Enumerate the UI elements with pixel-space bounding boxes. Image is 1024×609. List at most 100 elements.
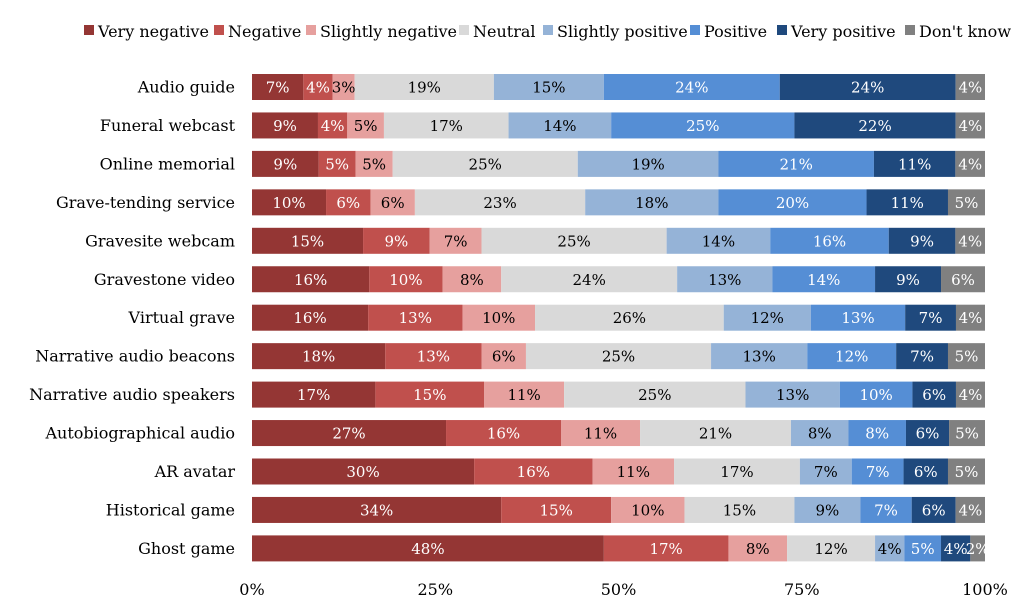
data-label: 7% (874, 501, 898, 519)
bar-segment-slightly-negative (442, 266, 502, 293)
data-label: 25% (602, 348, 635, 366)
data-label: 14% (807, 271, 840, 289)
x-tick-label: 0% (239, 580, 264, 599)
category-label: Gravesite webcam (85, 231, 235, 250)
data-label: 24% (851, 79, 884, 97)
bar-row-historical-game: 34% 15% 10% 15% 9% 7% 6% 4% (252, 496, 985, 523)
bar-segment-slightly-positive (577, 150, 719, 177)
data-label: 4% (958, 117, 982, 135)
legend-label: Slightly negative (320, 22, 457, 41)
data-label: 19% (408, 79, 441, 97)
data-label: 4% (959, 386, 983, 404)
data-label: 10% (859, 386, 892, 404)
bar-segment-very-negative (252, 420, 447, 447)
data-label: 6% (492, 348, 516, 366)
x-tick-label: 25% (417, 580, 453, 599)
data-label: 14% (702, 232, 735, 250)
bar-segment-negative (603, 535, 729, 562)
data-label: 25% (557, 232, 590, 250)
legend-item-don-t-know: Don't know (905, 22, 1011, 41)
data-label: 7% (444, 232, 468, 250)
legend-swatch (777, 25, 787, 35)
category-label: Ghost game (138, 539, 235, 558)
bar-row-ar-avatar: 30% 16% 11% 17% 7% 7% 6% 5% (252, 458, 985, 485)
data-label: 5% (955, 425, 979, 443)
bar-segment-positive (718, 189, 867, 216)
bar-segment-slightly-positive (799, 458, 852, 485)
bar-segment-don-t-know (941, 266, 985, 293)
legend-label: Very positive (790, 22, 896, 41)
data-label: 3% (332, 79, 356, 97)
data-label: 4% (306, 79, 330, 97)
data-label: 11% (507, 386, 540, 404)
legend-swatch (306, 25, 316, 35)
bar-segment-negative (326, 189, 371, 216)
bar-row-autobiographical-audio: 27% 16% 11% 21% 8% 8% 6% 5% (252, 420, 985, 447)
bar-row-online-memorial: 9% 5% 5% 25% 19% 21% 11% 4% (252, 150, 985, 177)
bar-segment-very-negative (252, 304, 369, 331)
data-label: 6% (922, 386, 946, 404)
category-label: Grave-tending service (56, 193, 235, 212)
bar-segment-don-t-know (955, 112, 985, 139)
data-label: 21% (699, 425, 732, 443)
data-label: 10% (631, 501, 664, 519)
data-label: 5% (362, 155, 386, 173)
legend-label: Positive (704, 22, 767, 41)
bar-segment-slightly-positive (711, 343, 808, 370)
bar-row-audio-guide: 7% 4% 3% 19% 15% 24% 24% 4% (252, 74, 985, 100)
data-label: 6% (916, 425, 940, 443)
bar-segment-neutral (525, 343, 712, 370)
bar-segment-don-t-know (955, 150, 985, 177)
bar-segment-very-negative (252, 496, 502, 523)
bar-segment-slightly-negative (429, 227, 482, 254)
data-label: 4% (958, 79, 982, 97)
category-label: Narrative audio speakers (29, 385, 235, 404)
bar-segment-don-t-know (955, 74, 985, 100)
bar-segment-positive (807, 343, 897, 370)
bar-segment-neutral (354, 74, 494, 100)
bar-segment-don-t-know (970, 535, 985, 562)
bar-segment-positive (611, 112, 795, 139)
bar-segment-positive (860, 496, 912, 523)
bar-segment-negative (375, 381, 485, 408)
bar-segment-negative (501, 496, 612, 523)
x-tick-label: 100% (962, 580, 1008, 599)
bar-segment-slightly-negative (561, 420, 641, 447)
data-label: 6% (381, 194, 405, 212)
category-label: Online memorial (100, 154, 235, 173)
legend-item-negative: Negative (214, 22, 301, 41)
data-label: 15% (291, 232, 324, 250)
legend-item-positive: Positive (690, 22, 767, 41)
data-label: 9% (816, 501, 840, 519)
data-label: 4% (878, 540, 902, 558)
bar-segment-don-t-know (955, 496, 985, 523)
data-label: 6% (336, 194, 360, 212)
data-label: 8% (746, 540, 770, 558)
data-label: 17% (430, 117, 463, 135)
bar-segment-very-negative (252, 381, 376, 408)
bar-segment-very-negative (252, 150, 319, 177)
data-label: 16% (517, 463, 550, 481)
data-label: 23% (483, 194, 516, 212)
bar-segment-negative (474, 458, 593, 485)
legend-label: Very negative (97, 22, 209, 41)
data-label: 5% (325, 155, 349, 173)
bar-row-gravesite-webcam: 15% 9% 7% 25% 14% 16% 9% 4% (252, 227, 985, 254)
data-label: 16% (294, 271, 327, 289)
bar-segment-neutral (684, 496, 795, 523)
bar-segment-very-negative (252, 112, 318, 139)
data-label: 7% (814, 463, 838, 481)
bar-segment-slightly-negative (481, 343, 526, 370)
bar-segment-don-t-know (955, 381, 985, 408)
bar-segment-slightly-positive (745, 381, 840, 408)
bar-segment-very-positive (866, 189, 948, 216)
bar-segment-positive (603, 74, 780, 100)
bar-segment-very-negative (252, 343, 386, 370)
bar-segment-don-t-know (947, 458, 985, 485)
bar-segment-neutral (535, 304, 724, 331)
bar-segment-positive (851, 458, 904, 485)
bar-row-funeral-webcast: 9% 4% 5% 17% 14% 25% 22% 4% (252, 112, 985, 139)
data-label: 18% (635, 194, 668, 212)
chart-legend: Very negative Negative Slightly negative Ne… (84, 22, 1011, 41)
bar-segment-negative (368, 304, 463, 331)
